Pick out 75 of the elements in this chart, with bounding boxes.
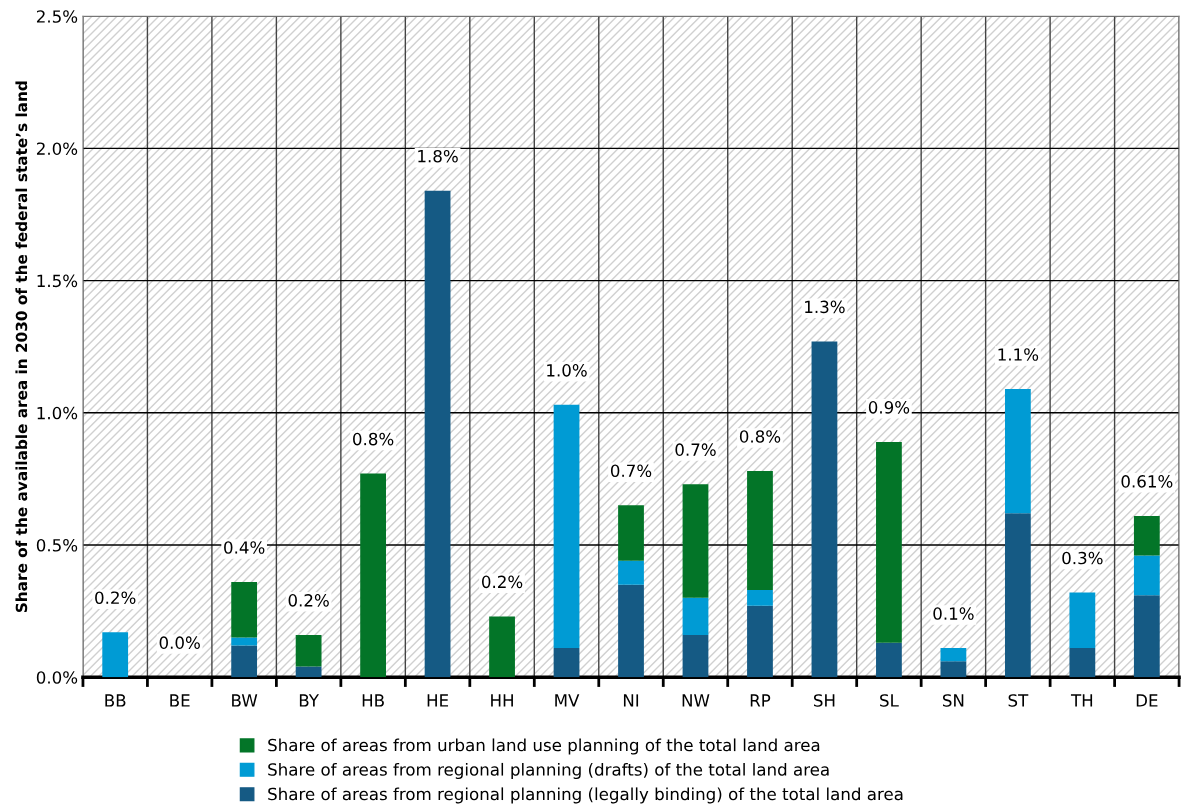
bar xyxy=(1004,389,1031,514)
legend-label: Share of areas from regional planning (legally binding) of the total land area xyxy=(268,787,903,804)
x-tick-label: BY xyxy=(299,694,319,707)
bar xyxy=(231,582,258,638)
bar xyxy=(295,634,322,667)
x-tick-label: DE xyxy=(1136,694,1158,707)
total-label: 0.61% xyxy=(1121,475,1173,488)
total-label: 0.8% xyxy=(739,430,781,443)
bar xyxy=(1069,648,1096,678)
x-tick-label: BE xyxy=(170,694,190,707)
x-tick-label: SH xyxy=(813,694,835,707)
x-tick-label: BW xyxy=(232,694,258,707)
bar xyxy=(1133,595,1160,678)
bar xyxy=(940,661,967,678)
bar xyxy=(682,634,709,678)
x-tick-label: ST xyxy=(1008,694,1029,707)
total-label: 0.3% xyxy=(1062,551,1103,565)
x-tick-label: NI xyxy=(623,694,639,707)
bar xyxy=(553,404,580,649)
bar xyxy=(682,597,709,635)
total-label: 0.4% xyxy=(224,541,265,554)
bar xyxy=(1133,515,1160,556)
total-label: 1.3% xyxy=(805,300,845,314)
legend-label: Share of areas from urban land use planning of the total land area xyxy=(268,738,820,755)
legend-label: Share of areas from regional planning (drafts) of the total land area xyxy=(268,762,829,780)
bar xyxy=(295,666,322,678)
bar xyxy=(682,484,709,598)
x-tick-label: MV xyxy=(555,694,580,707)
x-tick-label: SL xyxy=(880,694,899,707)
y-tick-label: 0.5% xyxy=(36,538,78,552)
bar xyxy=(618,505,644,561)
x-tick-label: BB xyxy=(105,694,126,707)
bar xyxy=(747,470,773,590)
y-tick-label: 2.5% xyxy=(36,10,78,23)
x-tick-label: HH xyxy=(491,694,513,707)
total-label: 0.7% xyxy=(610,464,652,478)
total-label: 1.1% xyxy=(998,348,1039,361)
bar xyxy=(489,616,515,678)
x-tick-label: RP xyxy=(750,694,771,707)
bar xyxy=(747,605,773,678)
y-tick-label: 0.0% xyxy=(36,671,78,684)
total-label: 1.0% xyxy=(547,364,587,377)
total-label: 0.2% xyxy=(288,594,329,607)
total-label: 0.7% xyxy=(675,443,716,456)
bar xyxy=(231,645,258,678)
bar xyxy=(424,190,451,678)
bar xyxy=(618,560,644,585)
bar xyxy=(618,584,644,678)
total-label: 0.2% xyxy=(95,591,136,605)
bar xyxy=(747,589,773,606)
total-label: 1.8% xyxy=(418,149,458,163)
bar xyxy=(1133,555,1160,596)
x-tick-label: SN xyxy=(942,694,964,707)
x-tick-label: HB xyxy=(362,694,384,707)
bar xyxy=(1004,513,1031,678)
x-tick-label: TH xyxy=(1070,694,1093,707)
y-tick-label: 1.5% xyxy=(37,274,78,288)
x-tick-label: HE xyxy=(427,694,449,707)
bar xyxy=(102,632,129,678)
bar xyxy=(811,341,838,678)
x-tick-label: NW xyxy=(682,694,710,707)
bar xyxy=(876,642,902,678)
bar xyxy=(940,648,967,662)
total-label: 0.9% xyxy=(868,401,910,414)
total-label: 0.0% xyxy=(159,636,200,649)
y-tick-label: 1.0% xyxy=(37,406,78,420)
y-tick-label: 2.0% xyxy=(36,142,78,155)
bar xyxy=(1069,592,1096,649)
bar xyxy=(553,648,580,678)
total-label: 0.2% xyxy=(481,575,523,589)
total-label: 0.8% xyxy=(353,432,394,446)
bar xyxy=(360,473,386,678)
total-label: 0.1% xyxy=(933,607,974,620)
y-axis-title: Share of the available area in 2030 of the federal state’s land xyxy=(15,81,28,613)
bar xyxy=(876,441,902,643)
